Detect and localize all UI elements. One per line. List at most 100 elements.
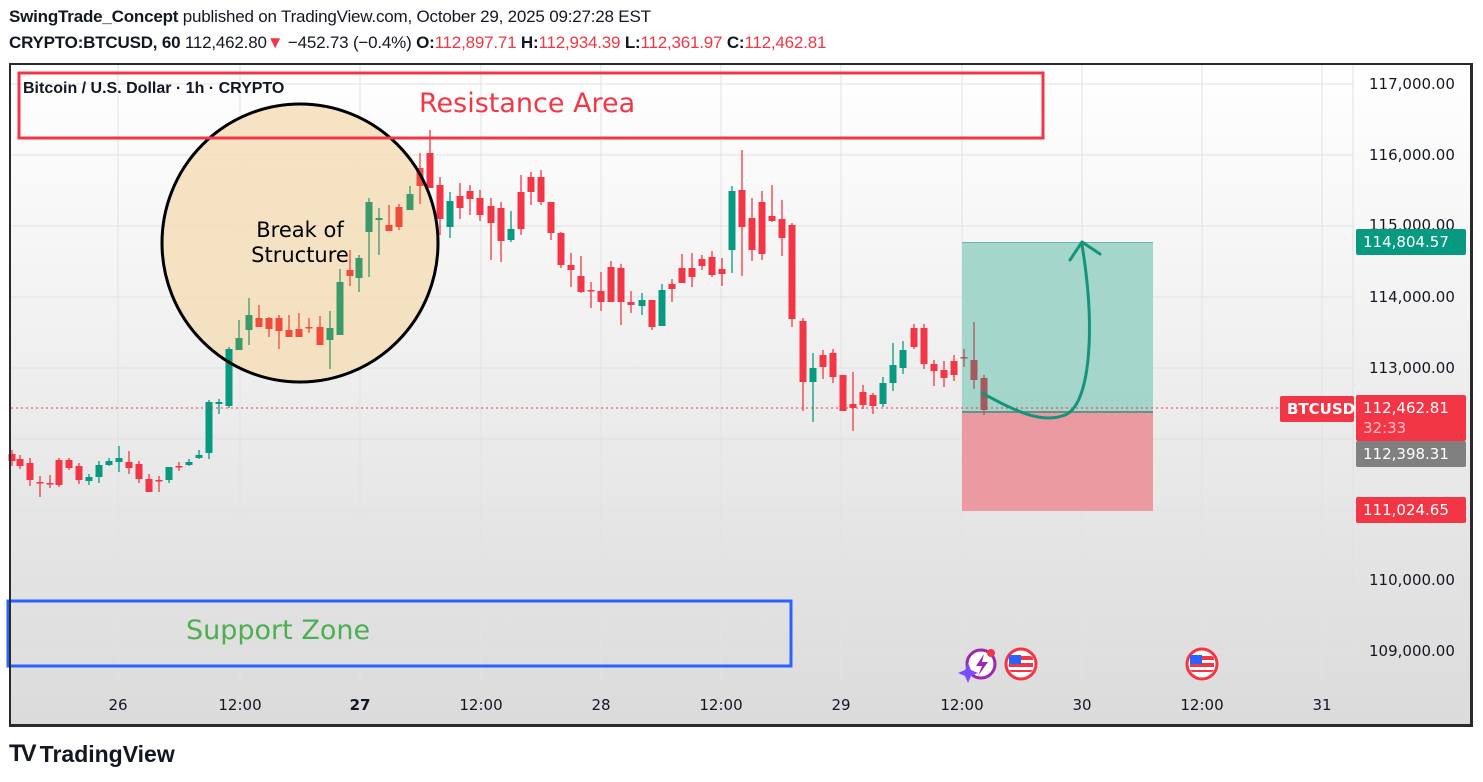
candle bbox=[235, 320, 243, 350]
candle bbox=[265, 317, 273, 337]
time-tick: 12:00 bbox=[1180, 696, 1224, 714]
stop-price-tag: 111,024.65 bbox=[1356, 497, 1466, 523]
support-zone-box[interactable] bbox=[6, 599, 793, 668]
stop-zone[interactable] bbox=[962, 412, 1153, 511]
candle bbox=[658, 284, 666, 326]
time-tick: 29 bbox=[831, 696, 851, 714]
chart-border bbox=[9, 63, 1473, 727]
high-value: 112,934.39 bbox=[538, 33, 621, 52]
ai-event-icon[interactable] bbox=[958, 648, 997, 683]
candle bbox=[255, 305, 263, 327]
price-tick: 113,000.00 bbox=[1369, 359, 1455, 377]
us-flag-event-icon[interactable] bbox=[1004, 647, 1038, 681]
candle bbox=[910, 324, 918, 349]
bos-line-2: Structure bbox=[251, 243, 349, 267]
entry-price-tag: 112,398.31 bbox=[1356, 441, 1466, 467]
us-flag-event-icon[interactable] bbox=[1185, 647, 1219, 681]
candle bbox=[85, 474, 93, 485]
arrow-head-icon bbox=[1068, 240, 1102, 262]
candle bbox=[285, 315, 293, 337]
candle bbox=[557, 232, 565, 268]
target-zone[interactable] bbox=[962, 242, 1153, 412]
candle bbox=[718, 258, 726, 286]
candle bbox=[950, 355, 958, 381]
tradingview-footer[interactable]: TV TradingView bbox=[9, 740, 175, 768]
current-price-tag: 112,462.81 32:33 bbox=[1356, 395, 1466, 441]
candle bbox=[930, 360, 938, 386]
target-price-tag: 114,804.57 bbox=[1356, 229, 1466, 255]
candle bbox=[678, 254, 686, 283]
candle bbox=[889, 343, 897, 391]
candle bbox=[778, 200, 786, 256]
candle bbox=[607, 261, 615, 302]
candle bbox=[688, 253, 696, 287]
candle bbox=[346, 250, 354, 286]
candle bbox=[738, 150, 746, 276]
candle bbox=[537, 170, 545, 205]
time-tick: 30 bbox=[1072, 696, 1092, 714]
close-value: 112,462.81 bbox=[744, 33, 827, 52]
candle bbox=[587, 282, 595, 308]
candle bbox=[275, 315, 283, 349]
resistance-area-box[interactable] bbox=[17, 71, 1045, 140]
candle bbox=[869, 393, 877, 414]
candle bbox=[36, 476, 44, 497]
time-tick: 28 bbox=[591, 696, 611, 714]
symbol-tag[interactable]: BTCUSD bbox=[1280, 396, 1355, 422]
candle bbox=[809, 353, 817, 422]
candle bbox=[517, 175, 525, 235]
candle bbox=[95, 461, 103, 483]
candle bbox=[75, 463, 83, 484]
publish-info: SwingTrade_Concept published on TradingV… bbox=[9, 7, 651, 27]
chart-legend-title[interactable]: Bitcoin / U.S. Dollar · 1h · CRYPTO bbox=[23, 80, 285, 97]
candle bbox=[375, 208, 383, 255]
candle bbox=[295, 313, 303, 337]
candle bbox=[65, 458, 73, 470]
price-tick: 110,000.00 bbox=[1369, 571, 1455, 589]
candle bbox=[597, 272, 605, 311]
candle bbox=[245, 298, 253, 345]
current-price-value: 112,462.81 bbox=[1363, 399, 1449, 417]
tradingview-logo-icon: TV bbox=[9, 740, 37, 767]
candle bbox=[799, 318, 807, 411]
candle bbox=[225, 347, 233, 408]
price-tick: 117,000.00 bbox=[1369, 75, 1455, 93]
candle bbox=[648, 300, 656, 330]
candle bbox=[105, 458, 113, 466]
price-tick: 116,000.00 bbox=[1369, 146, 1455, 164]
candle bbox=[768, 185, 776, 222]
bar-countdown: 32:33 bbox=[1363, 419, 1407, 437]
candle bbox=[466, 185, 474, 215]
candle bbox=[155, 476, 163, 492]
candle bbox=[960, 349, 968, 367]
candle bbox=[355, 255, 363, 292]
time-tick: 31 bbox=[1312, 696, 1332, 714]
candle bbox=[145, 474, 153, 492]
candle bbox=[215, 399, 223, 414]
bos-line-1: Break of bbox=[256, 218, 344, 242]
low-label: L: bbox=[624, 33, 641, 52]
candle bbox=[487, 198, 495, 260]
resistance-area-label: Resistance Area bbox=[419, 88, 636, 119]
author-name[interactable]: SwingTrade_Concept bbox=[9, 7, 179, 26]
published-text: published on TradingView.com, October 29… bbox=[178, 7, 651, 26]
low-value: 112,361.97 bbox=[640, 33, 723, 52]
candle bbox=[970, 322, 978, 389]
candle bbox=[16, 455, 24, 469]
candle bbox=[26, 458, 34, 486]
candle bbox=[195, 450, 203, 459]
candle bbox=[406, 186, 414, 210]
last-price: 112,462.80 bbox=[184, 33, 267, 52]
candle bbox=[326, 311, 334, 369]
price-tick: 109,000.00 bbox=[1369, 642, 1455, 660]
candle bbox=[436, 177, 444, 235]
time-tick: 12:00 bbox=[218, 696, 262, 714]
projected-path-arrow[interactable] bbox=[980, 243, 1091, 420]
candle bbox=[638, 293, 646, 315]
candle bbox=[617, 264, 625, 325]
candle bbox=[668, 279, 676, 302]
candle bbox=[426, 130, 434, 188]
break-of-structure-circle[interactable] bbox=[162, 104, 438, 382]
candle bbox=[899, 341, 907, 374]
